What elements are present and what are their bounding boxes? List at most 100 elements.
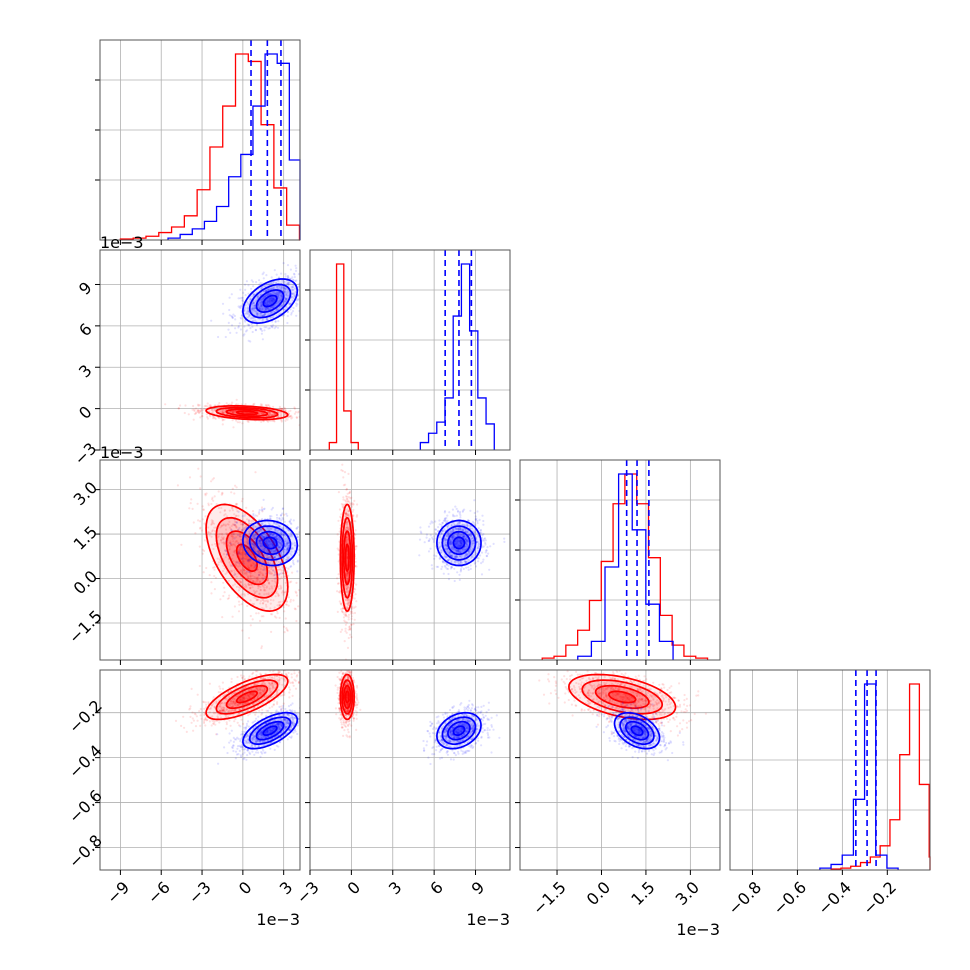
sample-point: [245, 547, 248, 550]
sample-point: [264, 589, 267, 592]
sample-point: [253, 304, 256, 307]
sample-point: [349, 502, 352, 505]
sample-point: [260, 577, 264, 580]
sample-point: [349, 497, 352, 500]
sample-point: [302, 414, 304, 416]
sample-point: [336, 610, 339, 614]
sample-point: [276, 537, 279, 540]
sample-point: [347, 602, 350, 605]
sample-point: [342, 496, 345, 499]
sample-point: [232, 410, 235, 413]
sample-point: [267, 544, 270, 547]
sample-point: [294, 608, 297, 611]
sample-point: [283, 413, 286, 416]
sample-point: [234, 573, 237, 576]
sample-point: [201, 415, 204, 418]
sample-point: [261, 319, 264, 322]
sample-point: [229, 565, 233, 568]
sample-point: [231, 535, 234, 538]
sample-point: [239, 535, 242, 538]
sample-point: [240, 545, 243, 548]
sample-point: [239, 306, 242, 309]
sample-point: [247, 311, 250, 314]
sample-point: [295, 267, 298, 270]
sample-point: [258, 413, 261, 416]
sample-point: [252, 589, 255, 592]
sample-point: [263, 567, 266, 570]
sample-point: [423, 541, 426, 544]
sample-point: [266, 317, 269, 320]
sample-point: [480, 573, 484, 576]
sample-point: [254, 310, 257, 313]
sample-point: [229, 563, 232, 567]
sample-point: [295, 594, 299, 597]
sample-point: [266, 307, 270, 310]
sample-point: [269, 307, 272, 310]
sample-point: [264, 307, 267, 310]
sample-point: [262, 314, 265, 317]
sample-point: [217, 535, 220, 538]
contour-series-0: [235, 543, 258, 572]
sample-point: [285, 550, 288, 553]
sample-point: [273, 556, 276, 559]
sample-point: [203, 408, 206, 411]
sample-point: [235, 525, 238, 528]
sample-point: [260, 522, 263, 525]
sample-point: [296, 570, 299, 573]
sample-point: [233, 518, 236, 521]
sample-point: [231, 316, 234, 320]
sample-point: [261, 546, 264, 549]
sample-point: [240, 523, 243, 526]
sample-point: [280, 533, 283, 536]
sample-point: [276, 308, 279, 311]
sample-point: [290, 295, 293, 298]
sample-point: [270, 515, 273, 518]
sample-point: [284, 296, 287, 300]
sample-point: [258, 530, 261, 533]
sample-point: [200, 407, 203, 411]
sample-point: [256, 578, 260, 581]
sample-point: [238, 603, 241, 606]
sample-point: [276, 604, 279, 607]
sample-point: [222, 594, 225, 598]
sample-point: [290, 288, 293, 291]
sample-point: [292, 279, 295, 282]
sample-point: [265, 542, 268, 545]
sample-point: [255, 568, 258, 571]
sample-point: [269, 570, 272, 573]
sample-point: [273, 327, 276, 330]
sample-point: [273, 299, 276, 302]
sample-point: [222, 411, 225, 414]
sample-point: [226, 597, 229, 600]
sample-point: [224, 556, 227, 559]
sample-point: [260, 528, 263, 531]
sample-point: [259, 307, 262, 310]
sample-point: [347, 571, 350, 574]
sample-point: [284, 538, 287, 541]
sample-point: [270, 540, 274, 543]
sample-point: [235, 521, 238, 524]
sample-point: [272, 540, 275, 544]
sample-point: [268, 515, 272, 518]
sample-point: [227, 328, 230, 331]
sample-point: [434, 532, 437, 535]
sample-point: [253, 562, 256, 566]
sample-point: [267, 539, 270, 542]
sample-point: [261, 530, 264, 533]
sample-point: [253, 309, 256, 312]
sample-point: [481, 514, 484, 517]
sample-point: [294, 264, 297, 267]
sample-point: [248, 550, 251, 553]
sample-point: [241, 515, 244, 518]
sample-point: [180, 543, 183, 546]
sample-point: [287, 574, 290, 577]
sample-point: [258, 307, 261, 310]
sample-point: [243, 551, 246, 554]
sample-point: [233, 537, 236, 540]
sample-point: [265, 307, 268, 310]
sample-point: [285, 543, 288, 546]
sample-point: [192, 418, 195, 421]
sample-point: [280, 576, 283, 579]
sample-point: [238, 562, 241, 565]
sample-point: [268, 529, 271, 532]
